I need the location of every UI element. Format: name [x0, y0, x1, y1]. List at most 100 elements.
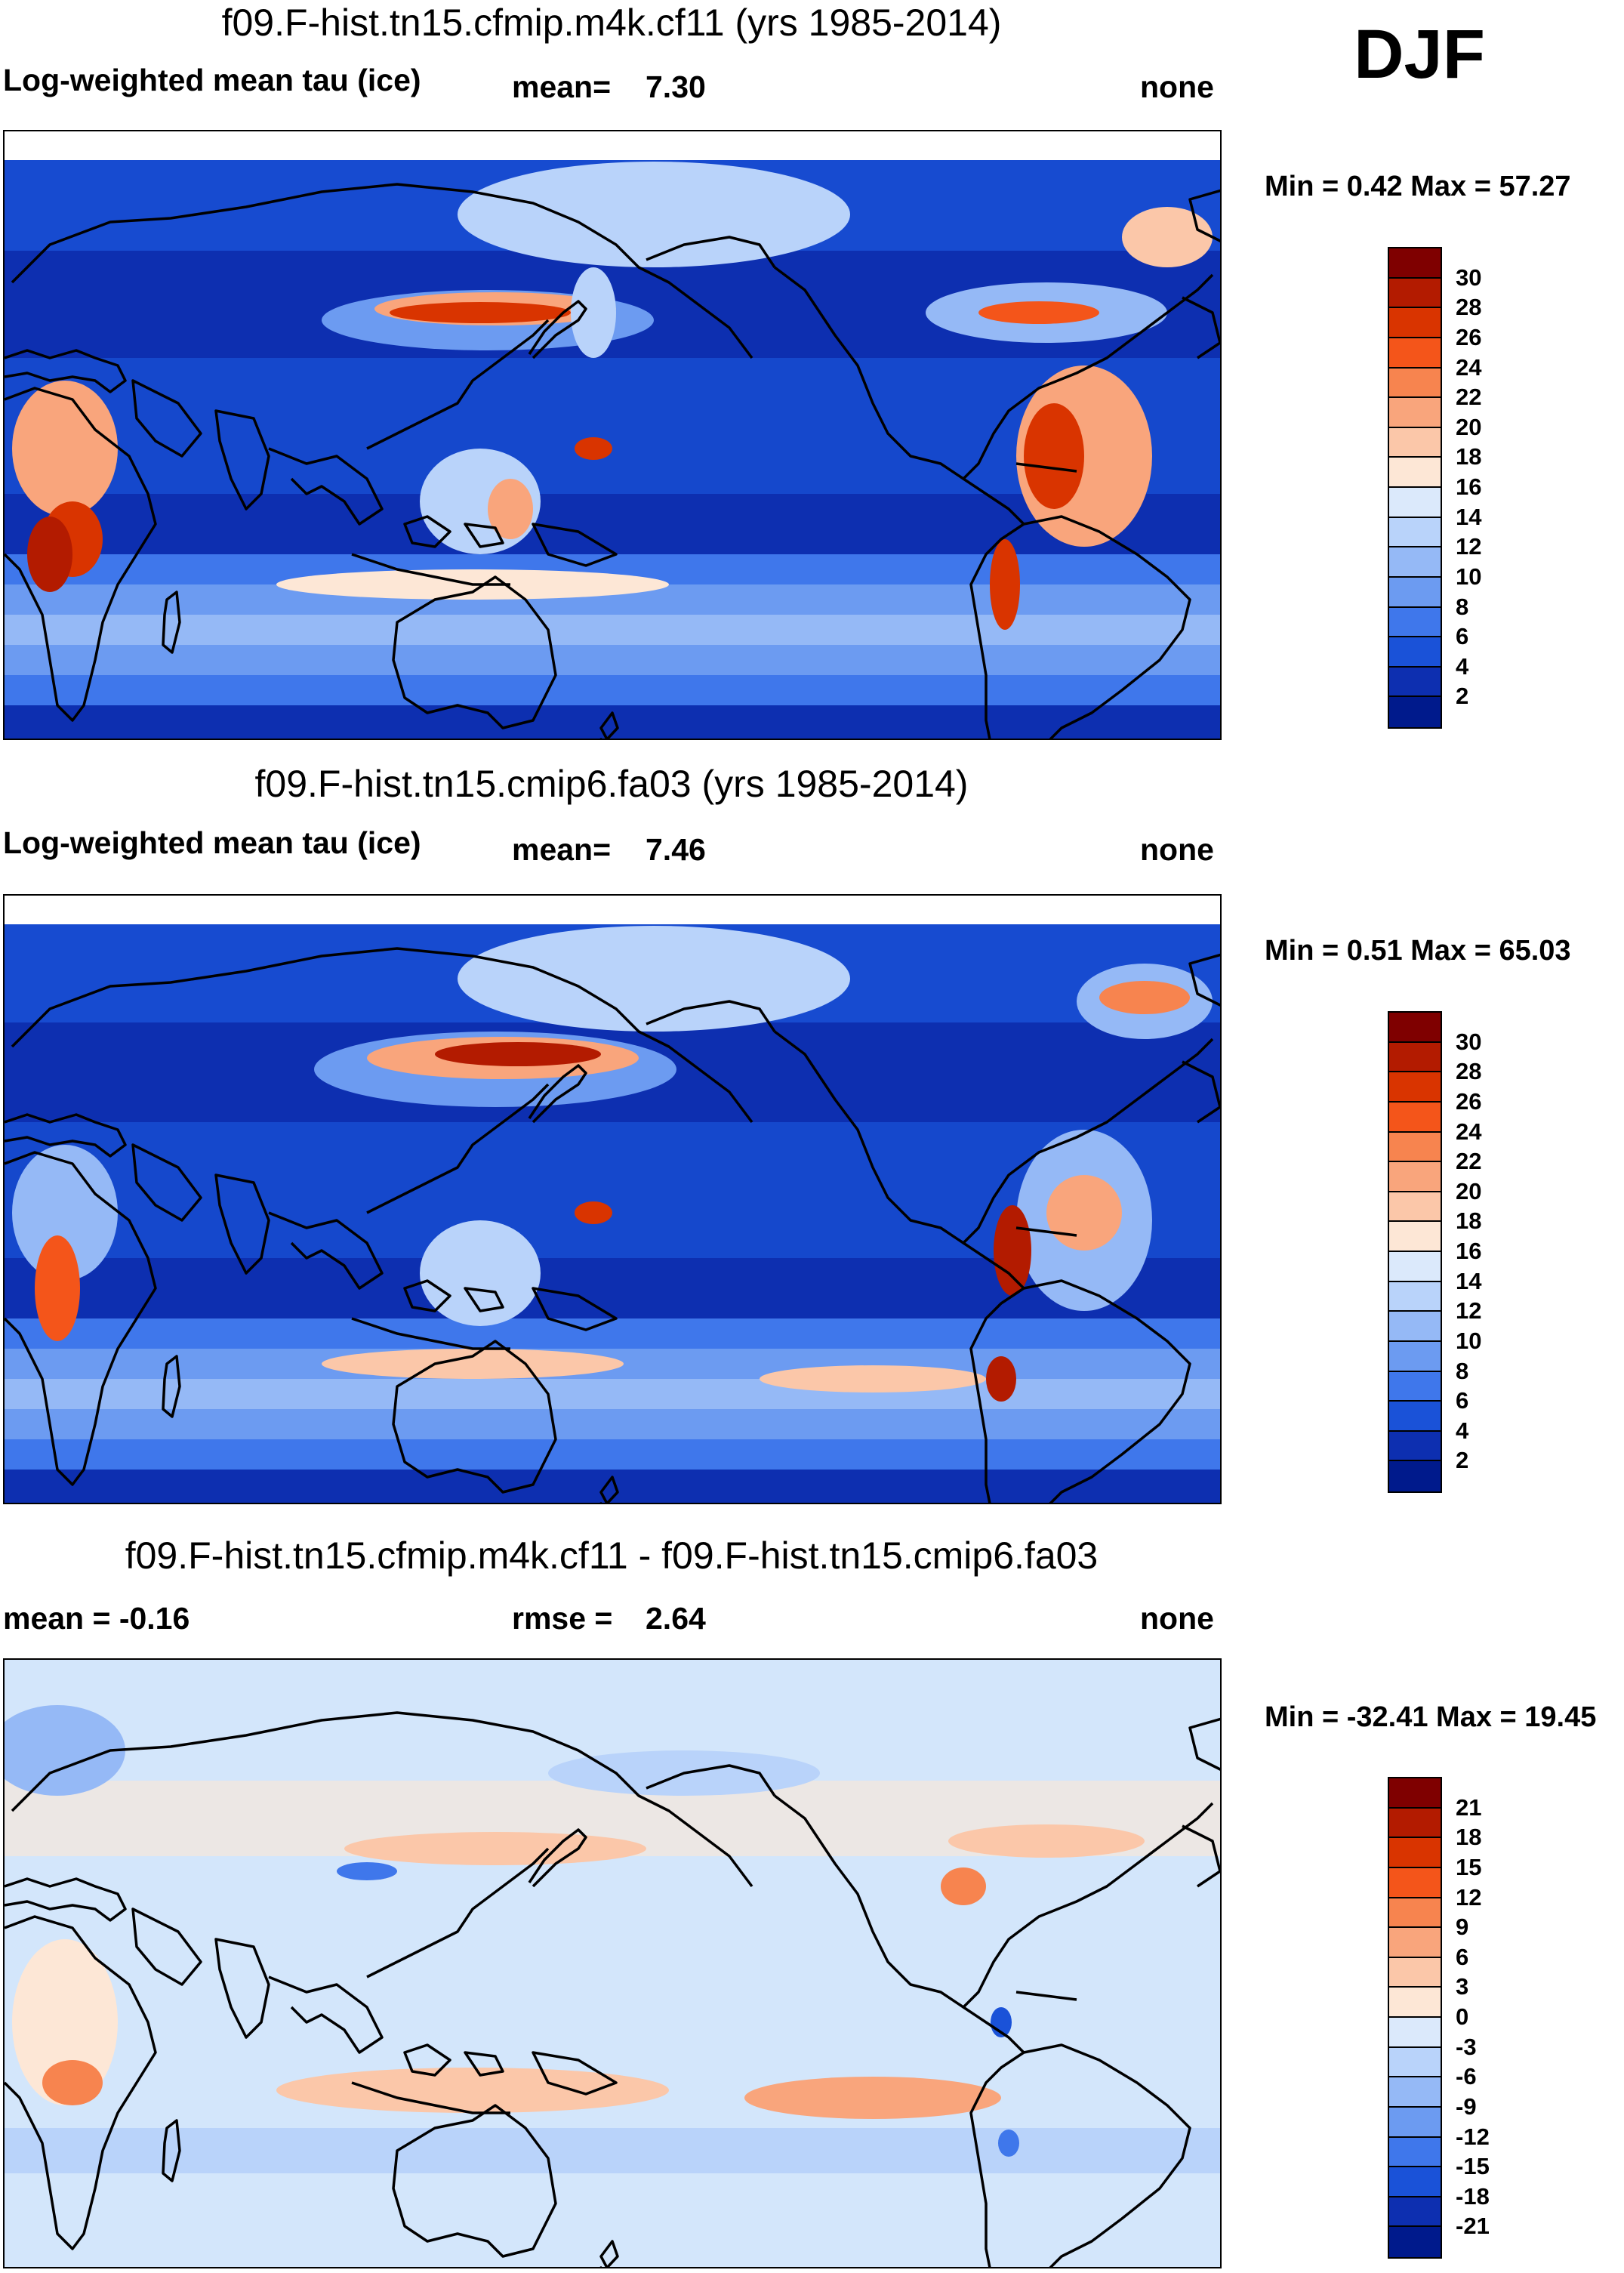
colorbar-segment [1389, 1222, 1441, 1252]
colorbar-segment [1389, 1102, 1441, 1133]
colorbar-tick-label: 26 [1456, 323, 1482, 350]
colorbar-segment [1389, 308, 1441, 338]
panel-2-colorbar [1388, 1011, 1442, 1493]
colorbar-segment [1389, 488, 1441, 518]
colorbar-tick-label: 18 [1456, 1824, 1482, 1851]
colorbar-segment [1389, 1013, 1441, 1043]
colorbar-segment [1389, 2167, 1441, 2197]
colorbar-tick-label: 3 [1456, 1973, 1469, 2000]
colorbar-segment [1389, 1928, 1441, 1958]
colorbar-segment [1389, 637, 1441, 668]
colorbar-segment [1389, 1402, 1441, 1432]
colorbar-segment [1389, 2047, 1441, 2078]
colorbar-segment [1389, 667, 1441, 698]
colorbar-tick-label: -12 [1456, 2123, 1490, 2150]
colorbar-tick-label: 28 [1456, 294, 1482, 321]
panel-1-map [3, 130, 1222, 740]
panel-3-map-svg [5, 1660, 1220, 2267]
colorbar-tick-label: 28 [1456, 1058, 1482, 1085]
colorbar-segment [1389, 1341, 1441, 1372]
colorbar-segment [1389, 398, 1441, 428]
panel-3-title: f09.F-hist.tn15.cfmip.m4k.cf11 - f09.F-h… [125, 1534, 1099, 1577]
colorbar-tick-label: 15 [1456, 1853, 1482, 1880]
panel-3-none-label: none [1140, 1601, 1214, 1636]
colorbar-tick-label: 20 [1456, 413, 1482, 440]
colorbar-tick-label: -3 [1456, 2033, 1477, 2060]
panel-2-mean-label: mean= [512, 832, 612, 867]
panel-1-title: f09.F-hist.tn15.cfmip.m4k.cf11 (yrs 1985… [221, 2, 1002, 44]
colorbar-segment [1389, 458, 1441, 488]
colorbar-segment [1389, 517, 1441, 548]
colorbar-segment [1389, 1192, 1441, 1223]
colorbar-segment [1389, 607, 1441, 638]
colorbar-segment [1389, 1072, 1441, 1103]
panel-2-minmax: Min = 0.51 Max = 65.03 [1265, 935, 1571, 967]
colorbar-tick-label: 2 [1456, 1447, 1469, 1474]
colorbar-segment [1389, 278, 1441, 309]
colorbar-tick-label: 6 [1456, 1943, 1469, 1970]
colorbar-segment [1389, 338, 1441, 369]
colorbar-segment [1389, 1898, 1441, 1929]
colorbar-tick-label: 9 [1456, 1914, 1469, 1941]
colorbar-tick-label: 8 [1456, 1357, 1469, 1384]
colorbar-tick-label: 30 [1456, 1028, 1482, 1055]
panel-3-minmax: Min = -32.41 Max = 19.45 [1265, 1701, 1597, 1733]
panel-3-mean-label: mean = -0.16 [3, 1601, 190, 1636]
panel-3-colorbar-ticks: 21 18 15 12 9 6 3 0 -3 -6 -9 -12 -15 -18 -21 [1456, 1777, 1516, 2259]
colorbar-segment [1389, 2018, 1441, 2048]
colorbar-segment [1389, 547, 1441, 578]
colorbar-segment [1389, 1778, 1441, 1809]
colorbar-segment [1389, 2137, 1441, 2168]
colorbar-tick-label: 26 [1456, 1087, 1482, 1115]
colorbar-segment [1389, 427, 1441, 458]
colorbar-segment [1389, 1132, 1441, 1163]
colorbar-tick-label: 4 [1456, 652, 1469, 680]
colorbar-tick-label: 24 [1456, 1118, 1482, 1145]
colorbar-tick-label: -15 [1456, 2153, 1490, 2180]
colorbar-tick-label: 10 [1456, 563, 1482, 590]
colorbar-tick-label: -21 [1456, 2213, 1490, 2240]
colorbar-tick-label: 30 [1456, 264, 1482, 291]
colorbar-segment [1389, 1312, 1441, 1342]
panel-2-colorbar-ticks: 30 28 26 24 22 20 18 16 14 12 10 8 6 4 2 [1456, 1011, 1516, 1493]
colorbar-tick-label: 10 [1456, 1327, 1482, 1354]
panel-3-rmse-label: rmse = [512, 1601, 613, 1636]
colorbar-tick-label: 14 [1456, 1267, 1482, 1294]
colorbar-tick-label: 20 [1456, 1177, 1482, 1204]
panel-1-colorbar-ticks: 30 28 26 24 22 20 18 16 14 12 10 8 6 4 2 [1456, 247, 1516, 729]
colorbar-segment [1389, 1371, 1441, 1402]
panel-1-minmax: Min = 0.42 Max = 57.27 [1265, 171, 1571, 202]
colorbar-tick-label: -9 [1456, 2093, 1477, 2120]
panel-2-map [3, 894, 1222, 1504]
colorbar-tick-label: 6 [1456, 623, 1469, 650]
panel-2-none-label: none [1140, 832, 1214, 867]
colorbar-tick-label: -6 [1456, 2063, 1477, 2090]
colorbar-tick-label: 0 [1456, 2003, 1469, 2030]
colorbar-segment [1389, 697, 1441, 727]
panel-2-map-svg [5, 896, 1220, 1503]
colorbar-segment [1389, 368, 1441, 399]
colorbar-tick-label: 18 [1456, 1207, 1482, 1235]
colorbar-segment [1389, 1461, 1441, 1491]
panel-1-mean-label: mean= [512, 69, 612, 104]
colorbar-segment [1389, 2077, 1441, 2108]
colorbar-segment [1389, 1838, 1441, 1868]
colorbar-tick-label: 2 [1456, 683, 1469, 710]
panel-2-variable-label: Log-weighted mean tau (ice) [3, 825, 421, 860]
colorbar-segment [1389, 577, 1441, 608]
panel-1-colorbar [1388, 247, 1442, 729]
colorbar-tick-label: 16 [1456, 473, 1482, 500]
panel-3-colorbar [1388, 1777, 1442, 2259]
colorbar-tick-label: 21 [1456, 1793, 1482, 1821]
colorbar-segment [1389, 2227, 1441, 2257]
colorbar-segment [1389, 1957, 1441, 1988]
colorbar-segment [1389, 1988, 1441, 2018]
colorbar-tick-label: 22 [1456, 384, 1482, 411]
colorbar-segment [1389, 1431, 1441, 1462]
colorbar-segment [1389, 248, 1441, 279]
colorbar-segment [1389, 2107, 1441, 2138]
panel-2-title: f09.F-hist.tn15.cmip6.fa03 (yrs 1985-201… [254, 763, 969, 805]
colorbar-segment [1389, 1252, 1441, 1282]
colorbar-segment [1389, 1162, 1441, 1192]
season-label: DJF [1354, 16, 1485, 93]
